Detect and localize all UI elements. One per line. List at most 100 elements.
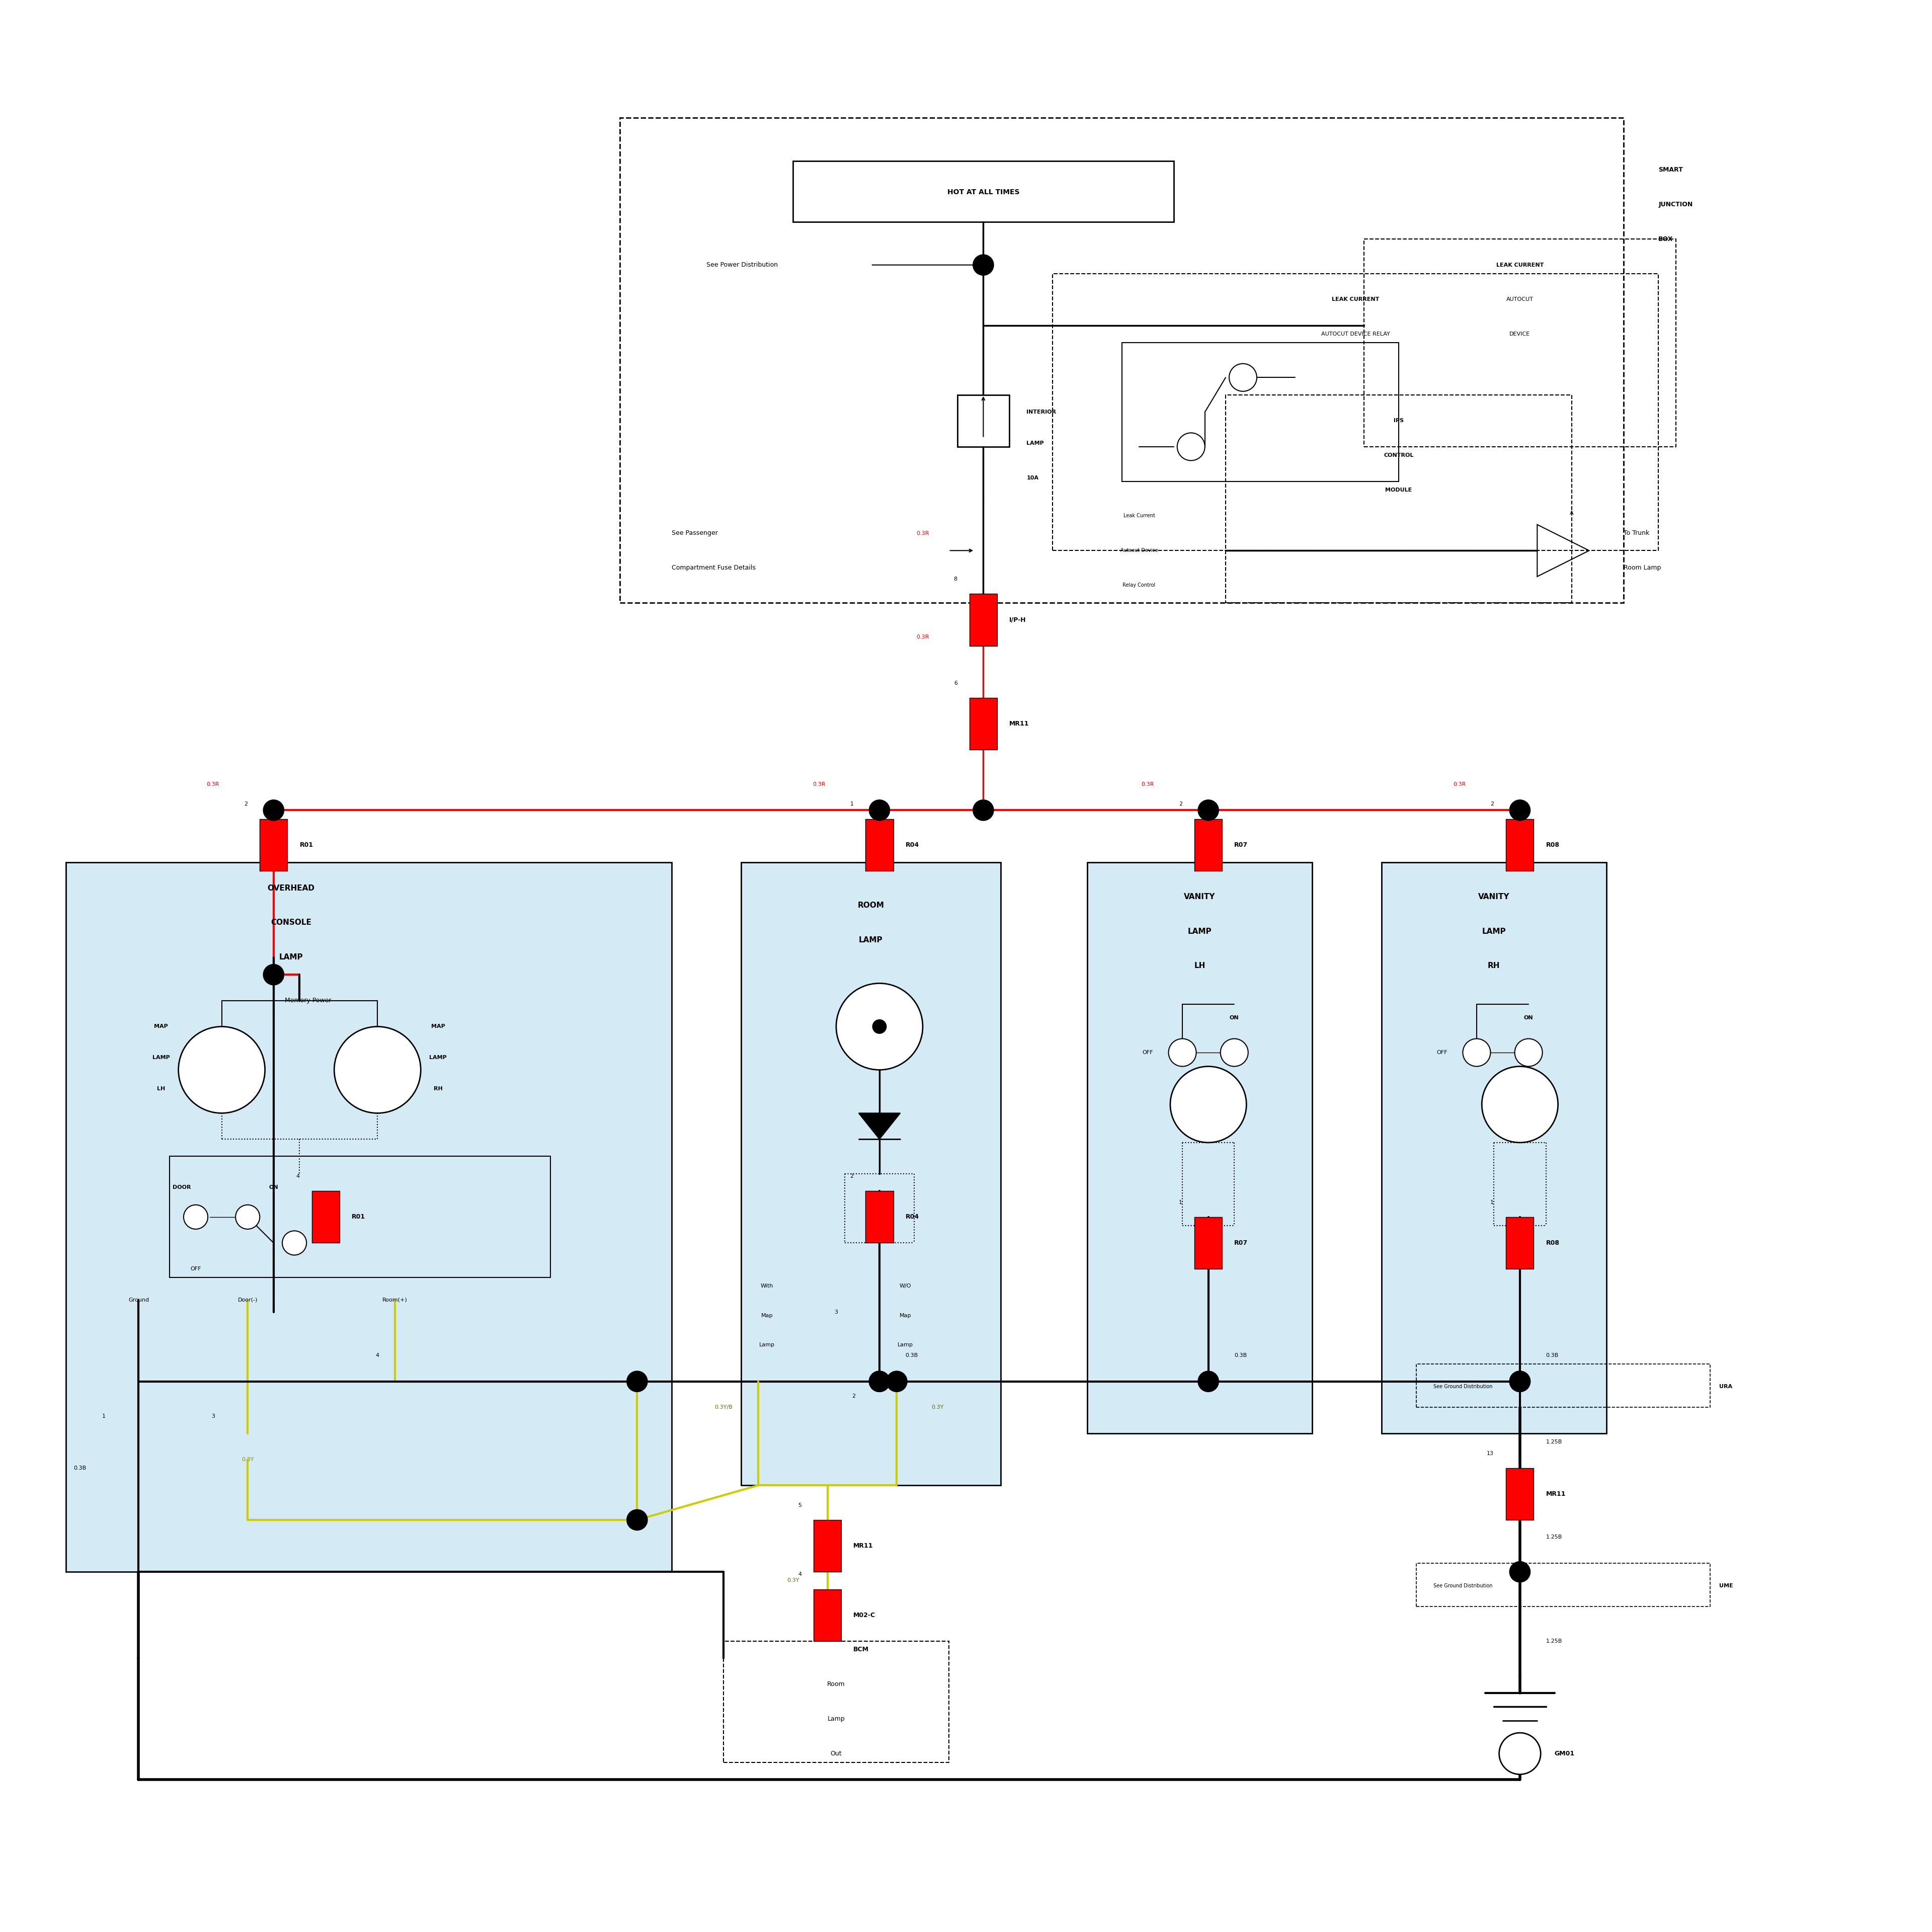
Text: RH: RH [1488, 962, 1499, 970]
Bar [1416, 1364, 1710, 1406]
FancyBboxPatch shape [1381, 862, 1605, 1434]
Text: LAMP: LAMP [429, 1055, 446, 1061]
Circle shape [1169, 1039, 1196, 1066]
Circle shape [1515, 1039, 1542, 1066]
Text: LEAK CURRENT: LEAK CURRENT [1331, 298, 1379, 301]
Text: 2: 2 [243, 802, 247, 808]
Text: 0.3R: 0.3R [916, 634, 929, 639]
Circle shape [1198, 1372, 1219, 1391]
Circle shape [1221, 1039, 1248, 1066]
Text: VANITY: VANITY [1478, 893, 1509, 900]
Text: INTERIOR: INTERIOR [1026, 410, 1057, 415]
Circle shape [626, 1509, 647, 1530]
Text: 1: 1 [850, 802, 854, 808]
Circle shape [263, 964, 284, 985]
FancyBboxPatch shape [742, 862, 1001, 1486]
Text: MR11: MR11 [1009, 721, 1030, 726]
Text: 3: 3 [211, 1414, 214, 1418]
Text: R07: R07 [1235, 842, 1248, 848]
Text: 0.3B: 0.3B [1235, 1352, 1246, 1358]
Bar [958, 394, 1009, 446]
Bar [1507, 819, 1534, 871]
Circle shape [282, 1231, 307, 1256]
Circle shape [1509, 1372, 1530, 1391]
Text: See Passenger: See Passenger [672, 529, 719, 537]
Text: LAMP: LAMP [278, 954, 303, 960]
Bar [1225, 394, 1573, 603]
Text: LH: LH [1194, 962, 1206, 970]
Text: 5: 5 [798, 1503, 802, 1507]
Text: LEAK CURRENT: LEAK CURRENT [1495, 263, 1544, 267]
Text: Out: Out [831, 1750, 842, 1756]
Circle shape [178, 1026, 265, 1113]
Text: Compartment Fuse Details: Compartment Fuse Details [672, 564, 755, 572]
Text: DOOR: DOOR [172, 1184, 191, 1190]
Text: Map: Map [900, 1314, 912, 1318]
Text: R08: R08 [1546, 842, 1559, 848]
Text: 4: 4 [375, 1352, 379, 1358]
Text: 0.3B: 0.3B [73, 1466, 87, 1470]
Circle shape [974, 255, 993, 276]
Text: 0.3Y: 0.3Y [931, 1405, 943, 1410]
Text: Room Lamp: Room Lamp [1623, 564, 1662, 572]
Text: RH: RH [433, 1086, 442, 1092]
Circle shape [334, 1026, 421, 1113]
Circle shape [837, 983, 923, 1070]
Text: To Trunk: To Trunk [1623, 529, 1650, 537]
Text: HOT AT ALL TIMES: HOT AT ALL TIMES [947, 189, 1020, 195]
Circle shape [1171, 1066, 1246, 1142]
Text: See Ground Distribution: See Ground Distribution [1434, 1582, 1493, 1588]
Text: VANITY: VANITY [1184, 893, 1215, 900]
Text: A: A [1571, 510, 1575, 516]
Bar [1194, 1217, 1223, 1269]
Text: 0.3Y: 0.3Y [242, 1457, 253, 1463]
Polygon shape [858, 1113, 900, 1140]
Text: LH: LH [156, 1086, 166, 1092]
Text: 0.3Y/B: 0.3Y/B [715, 1405, 732, 1410]
FancyBboxPatch shape [1088, 862, 1312, 1434]
Circle shape [1482, 1066, 1557, 1142]
Text: BOX: BOX [1658, 236, 1673, 242]
Text: MR11: MR11 [1546, 1492, 1565, 1497]
Text: OFF: OFF [191, 1265, 201, 1271]
Text: LAMP: LAMP [1482, 927, 1505, 935]
Text: 0.3R: 0.3R [1142, 782, 1153, 786]
Text: See Ground Distribution: See Ground Distribution [1434, 1383, 1493, 1389]
Text: Relay Control: Relay Control [1122, 583, 1155, 587]
Text: W/O: W/O [900, 1283, 912, 1289]
Text: MR11: MR11 [854, 1542, 873, 1549]
Text: M02-C: M02-C [854, 1611, 875, 1619]
Text: MODULE: MODULE [1385, 487, 1412, 493]
Text: ON: ON [269, 1184, 278, 1190]
Text: OFF: OFF [1142, 1049, 1153, 1055]
Text: 1.25B: 1.25B [1546, 1439, 1563, 1445]
Circle shape [1229, 363, 1258, 392]
Text: JUNCTION: JUNCTION [1658, 201, 1692, 207]
Text: 1: 1 [1179, 1200, 1182, 1206]
Circle shape [1463, 1039, 1490, 1066]
Text: 4: 4 [296, 1175, 299, 1179]
Text: Room: Room [827, 1681, 844, 1689]
Circle shape [1177, 433, 1206, 460]
Circle shape [1509, 1561, 1530, 1582]
Text: 6: 6 [954, 680, 958, 686]
Bar [970, 593, 997, 645]
Text: AUTOCUT: AUTOCUT [1507, 298, 1534, 301]
Text: Lamp: Lamp [827, 1716, 844, 1721]
Bar [813, 1590, 840, 1640]
Text: Map: Map [761, 1314, 773, 1318]
Circle shape [1499, 1733, 1540, 1774]
Text: 1: 1 [102, 1414, 106, 1418]
Bar [1364, 240, 1675, 446]
Text: Leak Current: Leak Current [1122, 514, 1155, 518]
Circle shape [626, 1372, 647, 1391]
Text: 0.3B: 0.3B [906, 1352, 918, 1358]
Circle shape [869, 1372, 891, 1391]
Bar [813, 1520, 840, 1573]
Text: LAMP: LAMP [153, 1055, 170, 1061]
FancyBboxPatch shape [725, 1640, 949, 1762]
Text: SMART: SMART [1658, 166, 1683, 174]
Circle shape [974, 800, 993, 821]
Text: ON: ON [1229, 1016, 1238, 1020]
Text: 2: 2 [852, 1393, 856, 1399]
